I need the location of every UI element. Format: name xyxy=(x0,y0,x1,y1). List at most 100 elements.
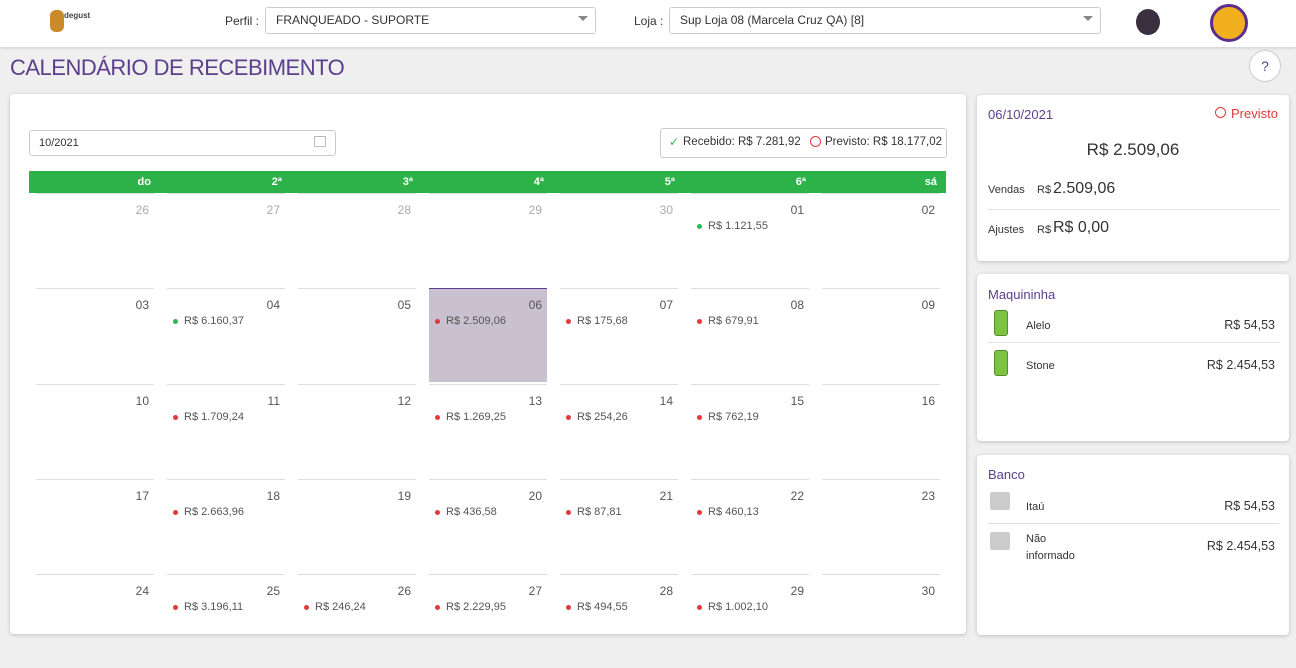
adjust-label: Ajustes xyxy=(988,224,1025,236)
adjust-value: R$ 0,00 xyxy=(1053,219,1110,236)
day-amount: R$ 1.121,55 xyxy=(708,220,768,232)
day-cell xyxy=(429,193,547,287)
status-dot xyxy=(566,509,571,515)
day-amount: R$ 1.269,25 xyxy=(446,410,506,423)
detail-date: 06/10/2021 xyxy=(988,107,1054,122)
day-number: 29 xyxy=(528,203,542,217)
logo: degust xyxy=(64,11,91,20)
separator xyxy=(988,209,1279,210)
calendar-grid: 26 27 28 29 30 01 R$ 1.121,55 02 03 04 R$ 6.160,37… xyxy=(29,193,946,624)
machines-card xyxy=(977,274,1289,441)
status-dot xyxy=(697,605,702,611)
day-cell xyxy=(822,574,940,668)
weekday-label: 4ª xyxy=(533,176,544,188)
day-cell[interactable] xyxy=(429,288,547,383)
logo-icon xyxy=(50,10,64,32)
status-dot xyxy=(173,605,178,611)
day-cell xyxy=(298,288,416,382)
day-cell xyxy=(36,288,154,382)
separator xyxy=(988,523,1279,524)
day-cell xyxy=(691,288,809,382)
day-amount: R$ 436,58 xyxy=(446,505,497,518)
day-number: 08 xyxy=(790,298,804,313)
status-dot xyxy=(566,319,571,325)
day-amount: R$ 494,55 xyxy=(577,601,628,614)
day-number: 07 xyxy=(659,298,673,313)
received-total: Recebido: R$ 7.281,92 xyxy=(683,136,801,148)
day-number: 14 xyxy=(659,393,673,408)
day-number: 30 xyxy=(921,584,935,599)
month-input[interactable] xyxy=(29,130,336,156)
day-cell xyxy=(560,288,678,382)
day-number: 18 xyxy=(266,488,280,503)
weekday-label: 2ª xyxy=(271,176,282,188)
profile-select[interactable] xyxy=(265,7,596,34)
item-name: Alelo xyxy=(1026,320,1051,332)
adjust-currency: R$ xyxy=(1037,224,1052,236)
notification-avatar[interactable] xyxy=(1136,9,1160,35)
day-cell xyxy=(36,383,154,478)
separator xyxy=(988,342,1279,343)
sales-label: Vendas xyxy=(988,184,1025,196)
day-cell xyxy=(298,478,416,573)
day-cell xyxy=(429,383,547,478)
day-cell xyxy=(822,288,940,382)
day-cell xyxy=(691,383,809,478)
status-dot xyxy=(697,224,702,229)
day-amount: R$ 460,13 xyxy=(708,505,759,518)
item-name: Não informado xyxy=(1026,533,1075,562)
item-amount: R$ 2.454,53 xyxy=(1206,539,1275,553)
status-dot xyxy=(173,319,178,325)
day-cell xyxy=(36,574,154,668)
sales-currency: R$ xyxy=(1037,184,1052,196)
day-cell xyxy=(429,574,547,668)
status-dot xyxy=(435,605,440,611)
profile-label: Perfil : xyxy=(225,14,260,28)
user-avatar[interactable] xyxy=(1210,4,1248,42)
day-number: 23 xyxy=(921,488,935,503)
item-name: Itaú xyxy=(1026,501,1045,513)
sales-value: 2.509,06 xyxy=(1053,180,1116,197)
status-dot xyxy=(304,605,309,611)
status-dot xyxy=(173,509,178,515)
day-amount: R$ 1.709,24 xyxy=(184,410,244,423)
store-select[interactable] xyxy=(669,7,1101,34)
summary-box xyxy=(660,128,947,158)
day-cell xyxy=(560,193,678,287)
day-amount: R$ 1.002,10 xyxy=(708,601,768,614)
day-number: 19 xyxy=(397,488,411,503)
day-amount: R$ 3.196,11 xyxy=(184,601,244,614)
day-number: 12 xyxy=(397,393,411,408)
item-amount: R$ 54,53 xyxy=(1224,318,1275,332)
day-cell xyxy=(167,383,285,478)
status-dot xyxy=(566,605,571,611)
day-cell xyxy=(298,574,416,668)
weekday-label: do xyxy=(137,176,151,188)
day-number: 26 xyxy=(397,584,411,599)
day-cell xyxy=(822,383,940,478)
item-amount: R$ 2.454,53 xyxy=(1206,358,1275,372)
day-cell xyxy=(36,193,154,287)
status-dot xyxy=(435,509,440,515)
item-amount: R$ 54,53 xyxy=(1224,499,1275,513)
help-button[interactable]: ? xyxy=(1249,50,1281,82)
day-number: 04 xyxy=(266,298,280,313)
page-title: CALENDÁRIO DE RECEBIMENTO xyxy=(10,55,345,80)
day-cell xyxy=(822,478,940,573)
day-number: 28 xyxy=(659,584,673,599)
machine-icon xyxy=(994,310,1008,336)
status-dot xyxy=(566,414,571,420)
day-amount: R$ 175,68 xyxy=(577,315,628,328)
banks-card xyxy=(977,455,1289,635)
day-cell xyxy=(298,383,416,478)
status-dot xyxy=(697,509,702,515)
day-cell xyxy=(691,478,809,573)
item-name: Stone xyxy=(1026,360,1055,372)
day-cell xyxy=(429,478,547,573)
day-amount: R$ 2.509,06 xyxy=(446,315,506,328)
detail-card xyxy=(977,95,1289,261)
machines-title: Maquininha xyxy=(988,287,1056,302)
bank-icon xyxy=(990,532,1010,550)
weekday-bar: do 2ª 3ª 4ª 5ª 6ª sá xyxy=(29,171,946,193)
status-dot xyxy=(435,414,440,420)
